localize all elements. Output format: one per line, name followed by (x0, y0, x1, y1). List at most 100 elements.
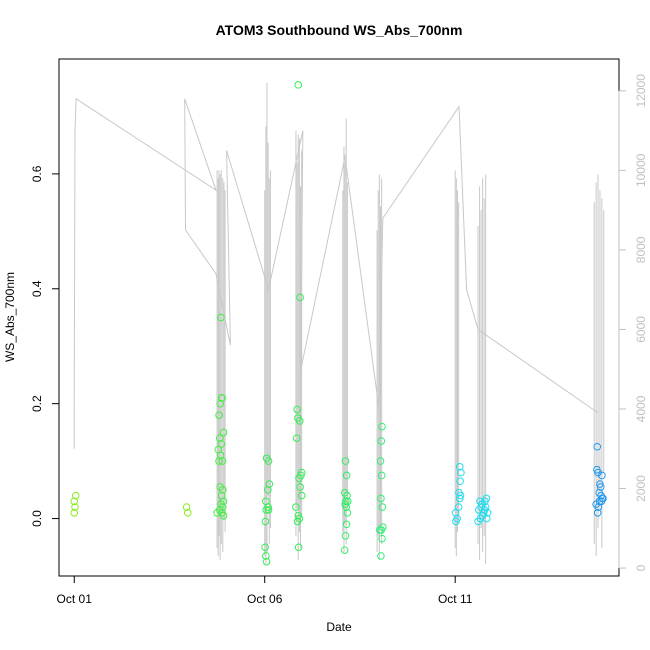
data-point (219, 511, 228, 520)
data-point (296, 483, 304, 491)
y-tick-label: 0.0 (30, 510, 44, 527)
data-point (596, 483, 605, 491)
secondary-series (73, 82, 605, 565)
data-point (340, 546, 349, 554)
data-point (456, 477, 464, 486)
data-point (343, 509, 352, 517)
data-point (593, 465, 601, 474)
data-point (377, 437, 386, 445)
x-tick-label: Oct 06 (247, 592, 283, 606)
data-point (182, 503, 191, 511)
data-point (213, 509, 221, 517)
data-point (263, 486, 272, 494)
x-axis: Oct 01 Oct 06 Oct 11 (57, 575, 473, 606)
data-point (376, 457, 385, 465)
data-point (593, 509, 602, 517)
data-point (598, 471, 606, 480)
data-point (343, 491, 351, 500)
data-point (71, 491, 80, 500)
plot-frame (58, 58, 620, 577)
chart-title: ATOM3 Southbound WS_Abs_700nm (216, 22, 463, 38)
data-point (265, 480, 274, 488)
data-point (474, 517, 482, 526)
data-point (457, 468, 465, 477)
data-point (594, 503, 603, 511)
data-point (294, 543, 303, 552)
data-point (217, 313, 225, 322)
data-point (342, 520, 351, 529)
y-tick-label: 0.2 (30, 395, 44, 412)
data-point (261, 517, 270, 526)
data-point (262, 557, 271, 566)
data-point (219, 428, 228, 437)
data-point (296, 293, 304, 302)
data-point (71, 503, 79, 511)
data-point (216, 399, 224, 408)
y-tick-label: 0.6 (30, 165, 44, 182)
data-point (482, 494, 491, 503)
data-point (342, 497, 350, 506)
data-point (480, 506, 489, 514)
data-point (264, 506, 273, 514)
y-axis-label: WS_Abs_700nm (3, 272, 17, 362)
y2-tick-label: 10000 (634, 153, 648, 187)
data-point (293, 517, 302, 526)
data-point (378, 503, 387, 511)
data-point (262, 552, 270, 560)
data-point (342, 471, 351, 480)
data-point (455, 463, 464, 471)
data-point (377, 494, 385, 503)
data-point (70, 509, 79, 517)
y2-axis: 0 2000 4000 6000 8000 10000 12000 (618, 74, 648, 571)
data-point (377, 552, 385, 560)
data-point (451, 509, 460, 517)
data-point (452, 517, 460, 526)
data-point (294, 81, 303, 89)
data-point (455, 494, 464, 503)
y2-tick-label: 0 (634, 564, 648, 571)
y2-tick-label: 8000 (634, 236, 648, 263)
y-tick-label: 0.4 (30, 280, 44, 297)
data-point (297, 491, 306, 500)
x-tick-label: Oct 01 (57, 592, 93, 606)
data-point (378, 534, 386, 543)
data-point (341, 531, 350, 540)
data-point (217, 394, 226, 402)
data-point (596, 480, 604, 488)
x-axis-label: Date (326, 620, 352, 634)
data-point (217, 440, 226, 448)
data-point (292, 434, 301, 442)
data-point (215, 411, 223, 419)
y2-tick-label: 4000 (634, 395, 648, 422)
data-point (293, 405, 301, 414)
data-point (70, 497, 79, 506)
data-point (377, 526, 386, 534)
data-point (219, 486, 227, 494)
y-axis: 0.0 0.2 0.4 0.6 (30, 165, 60, 527)
data-point (295, 417, 304, 425)
data-point (378, 422, 386, 431)
x-tick-label: Oct 11 (438, 592, 473, 606)
data-point (264, 457, 273, 465)
y2-tick-label: 12000 (634, 74, 648, 108)
data-point (215, 434, 224, 442)
data-point (341, 457, 350, 465)
data-point (215, 457, 223, 465)
data-point (342, 503, 351, 511)
y2-tick-label: 2000 (634, 475, 648, 502)
data-point (183, 509, 192, 517)
points-layer (70, 81, 607, 566)
secondary-line (73, 97, 599, 449)
data-point (262, 506, 271, 514)
data-point (292, 503, 300, 511)
data-point (261, 543, 269, 552)
data-point (218, 457, 227, 465)
data-point (297, 471, 305, 480)
data-point (456, 491, 465, 500)
y2-tick-label: 6000 (634, 316, 648, 343)
data-point (377, 471, 386, 480)
data-point (593, 442, 602, 451)
data-point (454, 503, 463, 511)
data-point (483, 514, 491, 523)
